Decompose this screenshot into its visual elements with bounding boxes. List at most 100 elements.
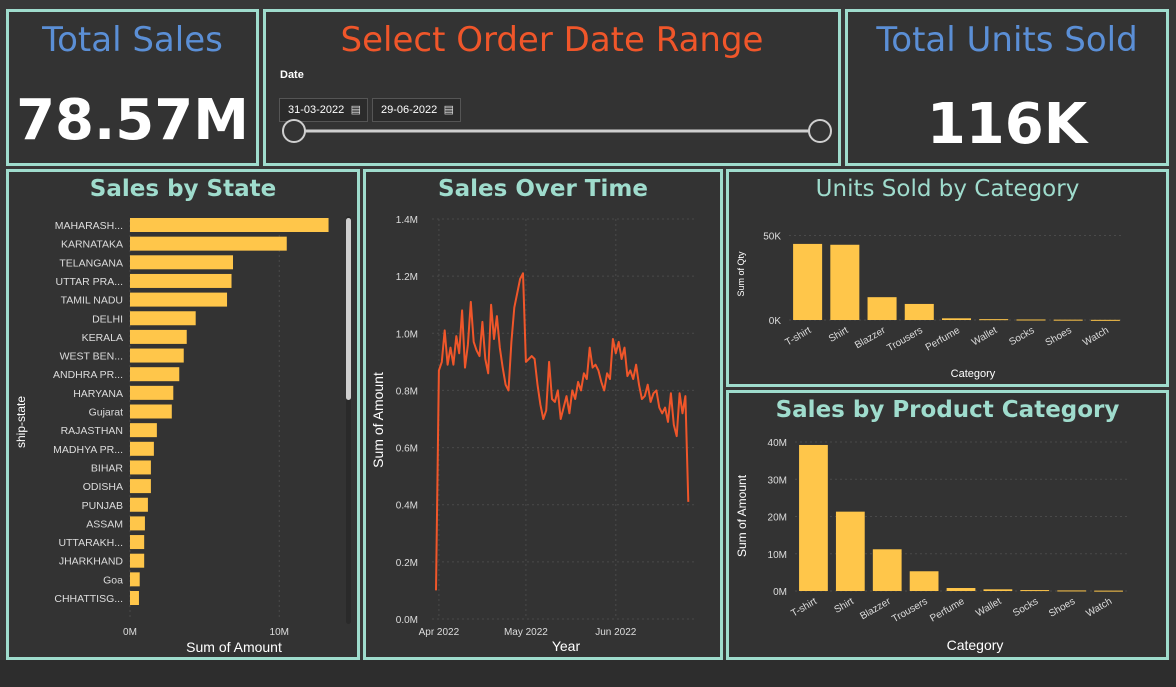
bar	[130, 423, 157, 437]
sales-line-series	[436, 273, 688, 590]
y-tick-label: 0.4M	[396, 501, 418, 512]
y-tick-label: ASSAM	[86, 518, 123, 530]
slider-start-handle[interactable]	[283, 120, 305, 142]
bar	[905, 304, 934, 320]
y-tick-label: RAJASTHAN	[61, 425, 123, 437]
bar	[130, 516, 145, 530]
bar	[130, 255, 233, 269]
total-sales-title: Total Sales	[9, 20, 256, 60]
bar	[1054, 320, 1083, 321]
y-tick-label: Gujarat	[89, 407, 124, 419]
bar	[830, 245, 859, 320]
bar	[130, 367, 179, 381]
y-tick-label: TELANGANA	[59, 257, 123, 269]
sales-by-product-category-chart: 0M10M20M30M40MT-shirt Shirt BlazzerTrouser…	[729, 393, 1166, 657]
y-tick-label: 30M	[768, 475, 787, 486]
x-tick-label: Perfume	[924, 325, 963, 354]
y-tick-label: 0.0M	[396, 615, 418, 626]
bar	[799, 445, 828, 591]
sales-by-state-chart: 0M 10MMAHARASH...KARNATAKATELANGANAUTTAR …	[9, 172, 357, 657]
x-tick-label: Jun 2022	[595, 627, 637, 638]
bar	[910, 571, 939, 591]
total-units-value: 116K	[848, 92, 1166, 157]
x-tick-label: Wallet	[970, 325, 999, 348]
y-tick-label: UTTARAKH...	[58, 537, 123, 549]
x-tick-label: Wallet	[974, 596, 1003, 619]
y-tick-label: 0M	[773, 587, 787, 598]
x-tick-label: 10M	[270, 627, 289, 638]
x-tick-label: Trousers	[890, 596, 929, 625]
bar	[984, 589, 1013, 591]
x-tick-label: Shoes	[1044, 325, 1074, 349]
bar	[1094, 591, 1123, 592]
date-slicer-title: Select Order Date Range	[266, 20, 838, 60]
sales-over-time-card: Sales Over Time 0.0M 0.2M 0.4M 0.6M 0.8M 1.0M…	[363, 169, 723, 660]
bar	[1016, 319, 1045, 320]
total-sales-value: 78.57M	[9, 88, 256, 153]
x-axis-title: Year	[552, 638, 581, 654]
x-tick-label: Shirt	[827, 325, 850, 345]
x-axis-title: Category	[951, 368, 996, 380]
bar	[130, 498, 148, 512]
bar	[873, 549, 902, 591]
y-tick-label: DELHI	[92, 313, 123, 325]
bar	[947, 588, 976, 591]
y-tick-label: Goa	[103, 574, 123, 586]
bar	[130, 442, 154, 456]
bar	[1057, 590, 1086, 591]
x-tick-label: 0M	[123, 627, 137, 638]
y-axis-title: Sum of Amount	[735, 474, 749, 557]
total-sales-card: Total Sales 78.57M	[6, 9, 259, 166]
bar	[130, 460, 151, 474]
y-tick-label: JHARKHAND	[59, 556, 124, 568]
x-tick-label: Apr 2022	[419, 627, 460, 638]
y-tick-label: CHHATTISG...	[54, 593, 123, 605]
y-tick-label: 0.6M	[396, 444, 418, 455]
bar	[868, 297, 897, 320]
page-footer-bar	[0, 660, 1176, 687]
y-tick-label: PUNJAB	[82, 500, 123, 512]
y-tick-label: MADHYA PR...	[53, 444, 123, 456]
bar	[130, 405, 172, 419]
y-tick-label: 0.2M	[396, 558, 418, 569]
x-tick-label: Socks	[1011, 596, 1040, 619]
x-tick-label: Blazzer	[858, 596, 893, 623]
bar	[130, 591, 139, 605]
y-tick-label: 1.4M	[396, 215, 418, 226]
slider-end-handle[interactable]	[809, 120, 831, 142]
bar	[130, 572, 140, 586]
bar	[1091, 320, 1120, 321]
y-tick-label: 40M	[768, 438, 787, 449]
x-tick-label: Perfume	[928, 596, 967, 625]
x-tick-label: Socks	[1007, 325, 1036, 348]
sales-by-state-card: Sales by State 0M 10M MAHARASH... KARNATAKA…	[6, 169, 360, 660]
bar	[130, 237, 287, 251]
x-tick-label: Trousers	[885, 325, 924, 354]
y-tick-label: ANDHRA PR...	[53, 369, 123, 381]
bar	[793, 244, 822, 320]
x-tick-label: Shirt	[833, 596, 856, 616]
sales-over-time-chart: 0.0M 0.2M 0.4M 0.6M 0.8M 1.0M 1.2M 1.4M Apr 2022…	[366, 172, 720, 657]
y-tick-label: KARNATAKA	[61, 239, 123, 251]
bar	[130, 349, 184, 363]
y-tick-label: WEST BEN...	[60, 351, 123, 363]
bar	[130, 293, 227, 307]
y-tick-label: 20M	[768, 513, 787, 524]
bar	[979, 319, 1008, 320]
scrollbar-thumb[interactable]	[346, 218, 351, 400]
x-axis-title: Category	[947, 637, 1004, 653]
y-tick-label: HARYANA	[73, 388, 123, 400]
bar	[130, 535, 144, 549]
y-tick-label: 10M	[768, 550, 787, 561]
y-axis-title: Sum of Amount	[370, 372, 386, 468]
total-units-title: Total Units Sold	[848, 20, 1166, 60]
x-tick-label: T-shirt	[784, 325, 814, 349]
y-axis-title: Sum of Qty	[736, 251, 746, 297]
x-tick-label: Blazzer	[853, 325, 888, 352]
units-by-category-card: Units Sold by Category 0K 50K T-shirt Shirt…	[726, 169, 1169, 387]
bar	[130, 330, 187, 344]
date-range-slider[interactable]	[266, 113, 838, 153]
y-tick-label: MAHARASH...	[55, 220, 123, 232]
bar	[130, 479, 151, 493]
y-tick-label: 1.2M	[396, 272, 418, 283]
